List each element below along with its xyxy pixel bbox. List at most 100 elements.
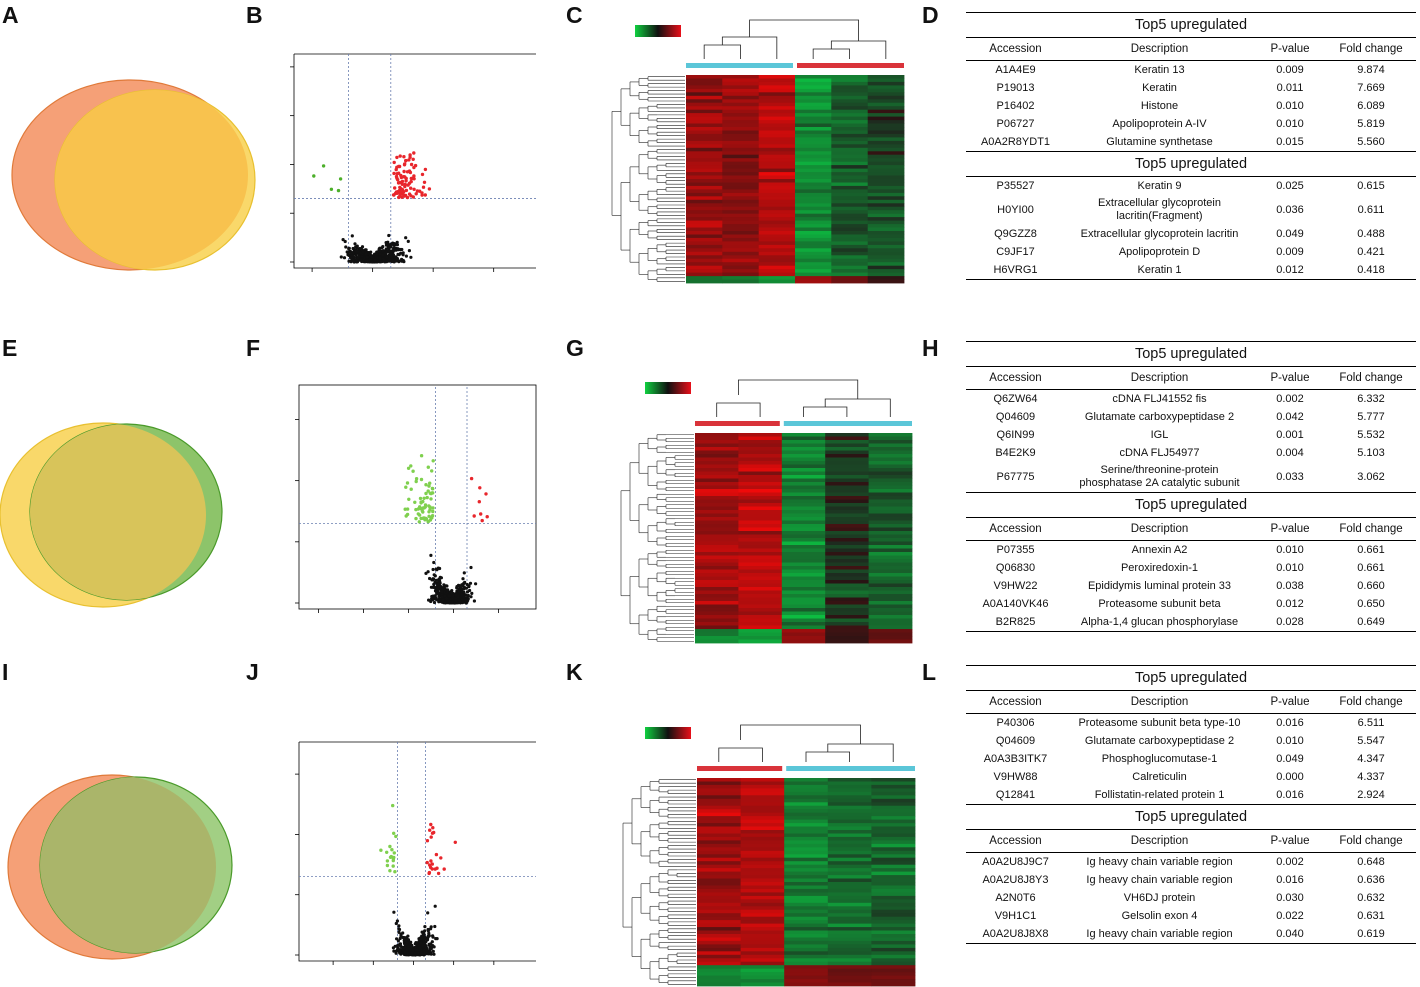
heatmap-cell [831,196,868,201]
description-cell: Gelsolin exon 4 [1121,910,1198,922]
heatmap-cell [697,809,741,814]
volcano-point [454,599,458,603]
heatmap-cell [740,854,785,859]
heatmap-cell [695,604,739,609]
heatmap-cell [868,517,913,521]
heatmap-cell [781,573,826,577]
heatmap-cell [781,538,826,542]
heatmap-cell [722,182,759,187]
heatmap-cell [784,788,829,793]
heatmap-cell [867,189,905,194]
heatmap-cell [825,604,869,609]
heatmap-cell [871,781,916,786]
heatmap-cell [795,81,832,86]
volcano-point-down [321,164,326,168]
heatmap-cell [795,210,832,215]
description-cell: Alpha-1,4 glucan phosphorylase [1065,613,1254,632]
volcano-point [430,578,434,582]
accession-cell: P07355 [996,544,1035,556]
table-row: B4E2K9 cDNA FLJ54977 0.004 5.103 [966,444,1416,462]
p-value-cell: 0.025 [1276,180,1304,192]
heatmap-cell [831,165,868,169]
volcano-point [384,260,389,264]
volcano-point-up [412,151,416,155]
heatmap-cell [686,255,723,260]
heatmap-cell [697,868,741,872]
heatmap-cell [758,237,796,242]
heatmap-cell [740,902,785,907]
heatmap-cell [868,510,913,514]
heatmap-cell [795,172,832,176]
description-cell: Peroxiredoxin-1 [1120,562,1199,574]
heatmap-cell [695,632,739,637]
volcano-point-up [414,192,418,196]
volcano-point-down [312,174,316,178]
heatmap-cell [738,496,783,500]
heatmap-cell [697,875,741,879]
p-value-cell: 0.049 [1276,753,1304,765]
accession-cell: P40306 [996,717,1035,729]
heatmap-cell [740,913,785,918]
volcano-point-down [385,859,390,863]
heatmap-cell [738,513,783,518]
table-header-row: Accession Description P-value Fold change [966,829,1416,853]
heatmap-cell [867,251,905,256]
volcano-point [440,595,444,599]
volcano-point-up [411,157,415,161]
table-row: A0A2U8J9C7 Ig heavy chain variable region… [966,853,1416,872]
heatmap-cell [686,99,723,104]
volcano-point [389,242,393,246]
heatmap-cell [795,196,832,201]
heatmap-group-bar-left [686,63,793,68]
volcano-point-up [402,169,406,174]
heatmap [611,19,905,284]
heatmap-cell [827,892,872,897]
accession-cell: B2R825 [966,613,1065,632]
volcano-point [422,933,426,937]
heatmap-cell [697,934,741,938]
heatmap-cell [686,210,723,215]
accession-cell: A0A140VK46 [982,598,1049,610]
heatmap-cell [827,878,872,883]
heatmap-cell [697,885,741,890]
heatmap-cell [831,130,868,135]
heatmap-cell [722,276,759,280]
heatmap-cell [740,930,785,935]
volcano-point [388,257,392,261]
volcano-point [400,259,404,263]
heatmap-cell [868,555,913,560]
heatmap-cell [738,510,783,514]
heatmap-cell [758,189,796,194]
heatmap-cell [827,798,872,803]
heatmap-cell [871,826,916,831]
heatmap-cell [871,812,916,817]
heatmap-cell [795,227,832,232]
heatmap-cell [686,265,723,270]
heatmap-cell [825,632,869,637]
accession-cell: Q6IN99 [996,429,1035,441]
heatmap-cell [697,861,741,866]
heatmap-cell [686,234,723,239]
heatmap-cell [827,937,872,942]
volcano-point [414,941,419,945]
heatmap-cell [758,85,796,90]
heatmap-cell [831,224,868,228]
description-cell: cDNA FLJ54977 [1119,447,1200,459]
heatmap-cell [871,972,916,976]
heatmap-cell [758,127,796,131]
heatmap-cell [722,85,759,90]
heatmap-cell [758,265,796,270]
heatmap-cell [697,982,741,987]
heatmap-cell [758,276,796,280]
heatmap-cell [781,496,826,500]
volcano-point-down [394,834,398,839]
heatmap-cell [868,513,913,518]
heatmap-cell [686,244,723,249]
heatmap-cell [740,857,785,862]
volcano-point [438,566,442,571]
volcano-point-up [436,871,441,876]
heatmap-cell [695,615,739,619]
heatmap-cell [781,597,826,602]
heatmap-cell [831,206,868,211]
heatmap-cell [695,541,739,546]
